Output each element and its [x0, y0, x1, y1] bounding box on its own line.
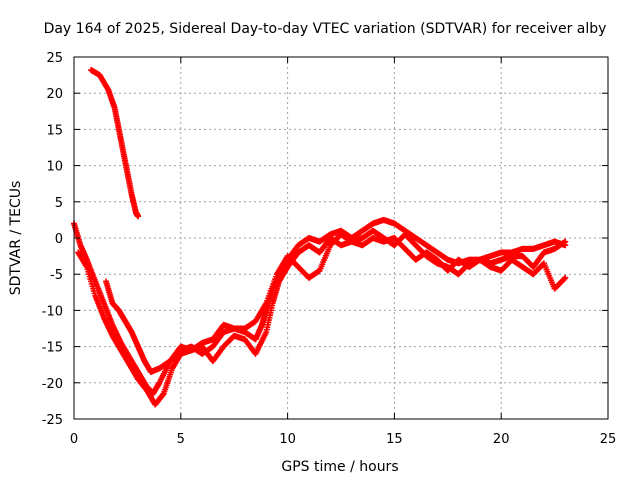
- series-track-a: [88, 67, 142, 220]
- x-axis-title: GPS time / hours: [281, 459, 398, 475]
- data-point: [135, 213, 142, 220]
- series-track-d: [103, 231, 569, 375]
- x-tick-label: 0: [70, 432, 78, 447]
- x-tick-label: 5: [177, 432, 185, 447]
- y-axis-title: SDTVAR / TECUs: [8, 181, 24, 296]
- y-tick-label: 20: [46, 87, 63, 102]
- data-point: [562, 238, 569, 245]
- y-tick-label: 0: [55, 232, 63, 247]
- axis-ticks: 0 5 10 15 20 25 -25 -20 -15 -10 -5 0 5 10 15 20 25: [42, 51, 617, 447]
- chart-title: Day 164 of 2025, Sidereal Day-to-day VTE…: [44, 21, 607, 37]
- y-tick-label: -25: [42, 413, 63, 428]
- x-tick-label: 20: [493, 432, 510, 447]
- y-tick-label: -15: [42, 341, 63, 356]
- y-tick-label: 5: [55, 196, 63, 211]
- x-tick-label: 10: [279, 432, 296, 447]
- y-tick-label: -5: [50, 268, 63, 283]
- y-tick-label: 15: [46, 123, 63, 138]
- data-series: [71, 67, 569, 408]
- y-tick-label: 25: [46, 51, 63, 66]
- x-tick-label: 15: [386, 432, 403, 447]
- data-point: [561, 275, 568, 282]
- y-tick-label: 10: [46, 160, 63, 175]
- data-point: [562, 274, 569, 281]
- x-tick-label: 25: [600, 432, 617, 447]
- y-tick-label: -10: [42, 304, 63, 319]
- y-tick-label: -20: [42, 377, 63, 392]
